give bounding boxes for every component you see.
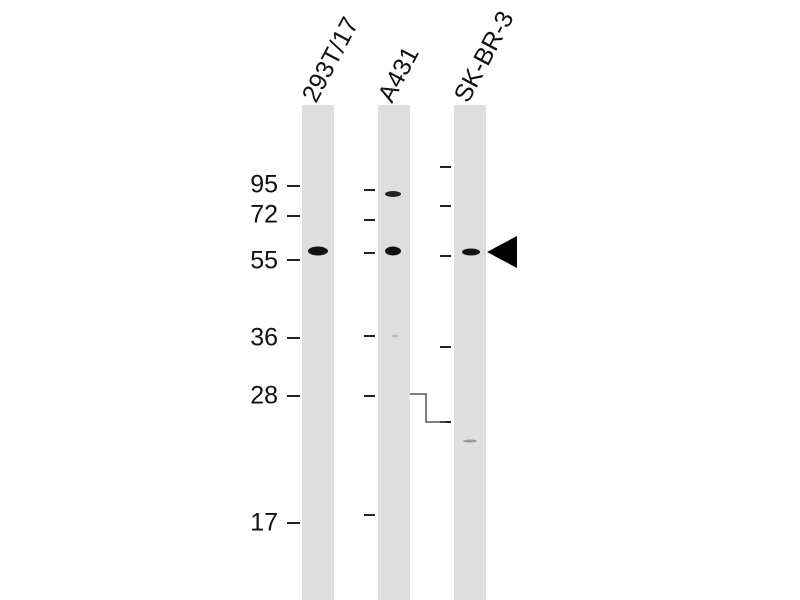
faint-band	[463, 439, 477, 443]
marker-label: 36	[250, 324, 278, 352]
lane-label: 293T/17	[297, 13, 365, 107]
marker-label: 28	[250, 382, 278, 410]
lane	[302, 105, 334, 600]
band	[385, 191, 401, 197]
marker-label: 95	[250, 171, 278, 199]
band	[385, 246, 401, 256]
lane-label: SK-BR-3	[449, 7, 520, 107]
arrowhead	[487, 236, 517, 268]
band	[308, 246, 328, 256]
lane	[454, 105, 486, 600]
band	[462, 248, 480, 256]
lane-label: A431	[373, 42, 425, 107]
lane	[378, 105, 410, 600]
marker-label: 72	[250, 201, 278, 229]
marker-label: 17	[250, 509, 278, 537]
marker-label: 55	[250, 247, 278, 275]
splice-line	[410, 393, 446, 423]
faint-band	[391, 334, 399, 338]
